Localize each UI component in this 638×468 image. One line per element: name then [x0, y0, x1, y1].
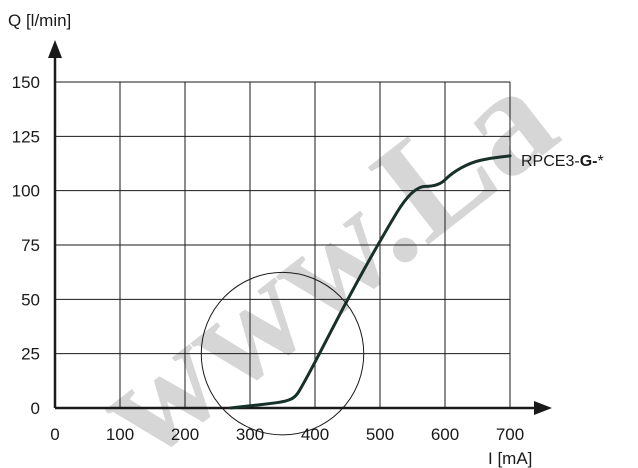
x-tick-label: 600 — [431, 425, 459, 444]
y-tick-label: 50 — [21, 290, 40, 309]
watermark-text: www.La — [65, 34, 584, 468]
series-label-part: RPCE3- — [521, 153, 580, 170]
series-line — [229, 154, 512, 410]
x-tick-label: 300 — [236, 425, 264, 444]
x-axis-arrow — [534, 401, 552, 415]
x-tick-label: 0 — [50, 425, 59, 444]
y-tick-label: 0 — [31, 399, 40, 418]
axes — [48, 40, 552, 415]
highlight-circle — [200, 271, 365, 436]
y-tick-label: 125 — [12, 127, 40, 146]
x-tick-label: 400 — [301, 425, 329, 444]
series-label: RPCE3-G-* — [521, 153, 604, 170]
x-tick-label: 500 — [366, 425, 394, 444]
x-axis-label: I [mA] — [488, 449, 532, 468]
y-tick-label: 75 — [21, 236, 40, 255]
y-axis-arrow — [48, 40, 62, 58]
series: RPCE3-G-* — [229, 153, 604, 410]
x-tick-label: 100 — [106, 425, 134, 444]
y-tick-label: 25 — [21, 345, 40, 364]
x-tick-label: 200 — [171, 425, 199, 444]
x-tick-label: 700 — [496, 425, 524, 444]
grid — [55, 81, 511, 408]
series-label-part: G- — [580, 153, 598, 170]
y-tick-label: 150 — [12, 73, 40, 92]
series-label-part: * — [597, 153, 603, 170]
watermark-layer: www.La — [65, 34, 584, 468]
tick-labels: 0 100 200 300 400 500 600 700 0 25 50 75 100 125 150 — [12, 73, 525, 444]
annotations — [200, 271, 365, 436]
y-axis-label: Q [l/min] — [8, 11, 71, 30]
y-tick-label: 100 — [12, 182, 40, 201]
